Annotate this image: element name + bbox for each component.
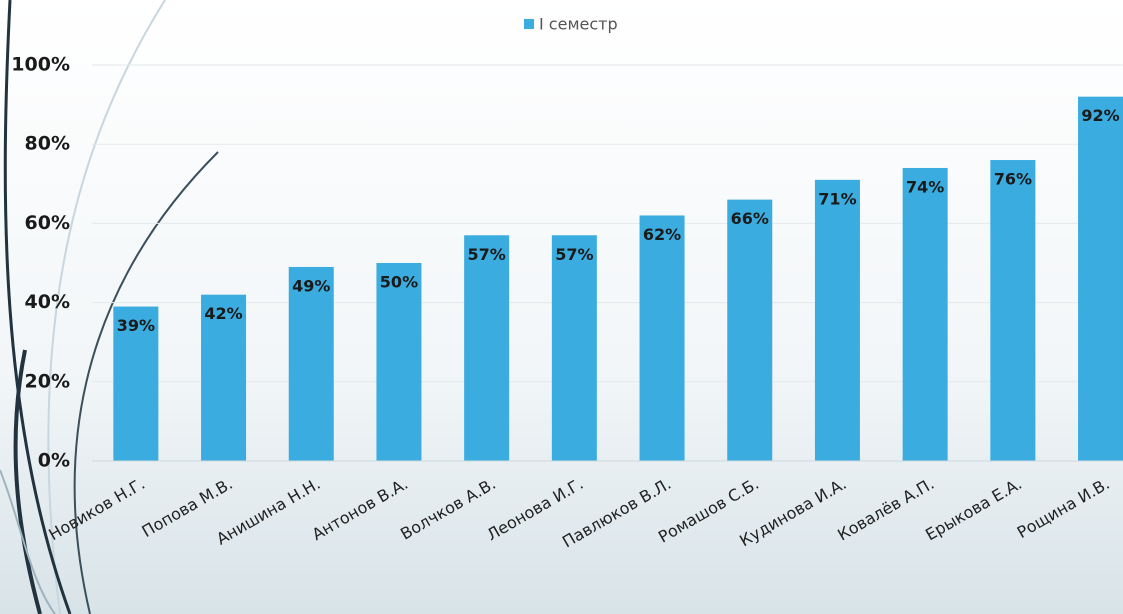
value-label: 66% <box>731 209 769 228</box>
value-label: 42% <box>204 304 242 323</box>
value-label: 57% <box>468 245 506 264</box>
y-tick-label: 20% <box>25 370 70 392</box>
value-label: 62% <box>643 225 681 244</box>
decoration <box>0 0 219 614</box>
value-label: 57% <box>555 245 593 264</box>
bar <box>113 306 159 461</box>
value-label: 50% <box>380 273 418 292</box>
value-label: 49% <box>292 276 330 295</box>
value-label: 71% <box>818 189 856 208</box>
bar <box>201 294 247 461</box>
legend-label: I семестр <box>539 15 618 34</box>
value-label: 76% <box>994 170 1032 189</box>
bar <box>376 263 422 461</box>
y-tick-label: 60% <box>25 212 70 234</box>
bar <box>814 179 860 461</box>
legend-swatch <box>524 19 534 29</box>
bar <box>551 235 597 461</box>
bar <box>464 235 510 461</box>
y-tick-label: 80% <box>25 133 70 155</box>
bar <box>639 215 685 461</box>
y-tick-label: 40% <box>25 291 70 313</box>
value-label: 39% <box>117 316 155 335</box>
bar <box>990 160 1036 462</box>
bar <box>288 266 334 461</box>
value-label: 92% <box>1081 106 1119 125</box>
value-label: 74% <box>906 177 944 196</box>
y-tick-label: 100% <box>11 54 70 76</box>
y-tick-label: 0% <box>38 450 70 472</box>
bar <box>902 167 948 461</box>
bar <box>1078 96 1123 462</box>
bar <box>727 199 773 461</box>
